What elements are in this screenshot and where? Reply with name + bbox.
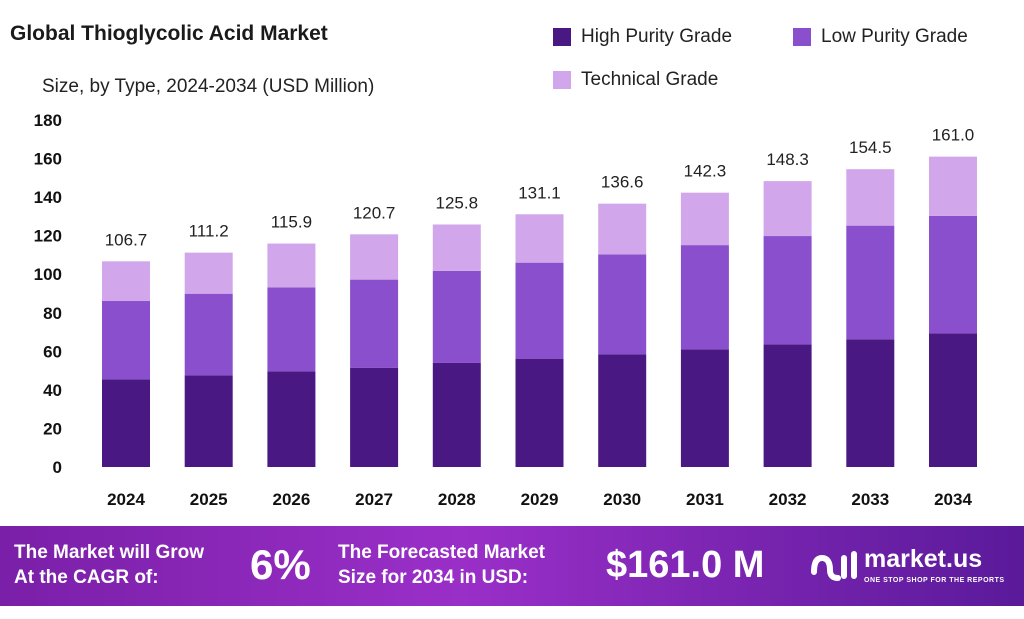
forecast-label-line1: The Forecasted Market <box>338 542 545 563</box>
cagr-value: 6% <box>250 541 311 588</box>
bar-segment-low-purity-grade <box>267 287 316 372</box>
bar-segment-high-purity-grade <box>763 344 812 467</box>
data-label-total: 148.3 <box>766 150 809 169</box>
bar-segment-technical-grade <box>515 214 564 263</box>
x-tick-label: 2025 <box>190 490 228 509</box>
bar-segment-technical-grade <box>102 261 150 302</box>
data-label-total: 142.3 <box>684 162 727 181</box>
x-tick-label: 2032 <box>769 490 807 509</box>
legend-swatch <box>553 28 571 46</box>
bar-segment-high-purity-grade <box>515 358 564 467</box>
legend-swatch <box>793 28 811 46</box>
forecast-label-line2: Size for 2034 in USD: <box>338 567 529 588</box>
y-tick-label: 120 <box>34 227 62 246</box>
legend-label: Technical Grade <box>581 69 719 90</box>
bar-segment-technical-grade <box>267 243 316 288</box>
bar-segment-high-purity-grade <box>350 367 399 467</box>
bar-segment-technical-grade <box>350 234 399 280</box>
bar-segment-low-purity-grade <box>763 236 812 345</box>
bar-segment-high-purity-grade <box>680 349 729 467</box>
legend-item-high-purity: High Purity Grade <box>553 26 732 48</box>
bar-segment-low-purity-grade <box>598 254 647 355</box>
y-tick-label: 140 <box>34 188 62 207</box>
y-tick-label: 180 <box>34 111 62 130</box>
data-label-total: 131.1 <box>518 183 561 202</box>
x-tick-label: 2027 <box>355 490 393 509</box>
data-label-total: 115.9 <box>271 213 312 232</box>
data-label-total: 161.0 <box>932 126 975 145</box>
brand-logo: market.us ONE STOP SHOP FOR THE REPORTS <box>810 544 1005 585</box>
y-tick-label: 80 <box>43 304 62 323</box>
bar-segment-high-purity-grade <box>598 354 647 467</box>
data-label-total: 120.7 <box>353 203 396 222</box>
bar-segment-technical-grade <box>184 252 233 294</box>
bar-segment-high-purity-grade <box>432 362 481 467</box>
bar-segment-high-purity-grade <box>267 371 316 467</box>
bar-segment-technical-grade <box>598 203 647 255</box>
x-tick-label: 2029 <box>521 490 559 509</box>
legend-swatch <box>553 71 571 89</box>
legend-label: Low Purity Grade <box>821 26 968 47</box>
data-label-total: 154.5 <box>849 138 892 157</box>
bar-segment-low-purity-grade <box>102 301 150 380</box>
x-tick-label: 2028 <box>438 490 476 509</box>
bar-segment-technical-grade <box>846 169 895 226</box>
y-tick-label: 100 <box>34 265 62 284</box>
bar-segment-technical-grade <box>432 224 481 271</box>
bar-segment-high-purity-grade <box>102 379 150 467</box>
bar-segment-high-purity-grade <box>929 333 977 467</box>
bar-segment-high-purity-grade <box>846 339 895 467</box>
data-label-total: 125.8 <box>436 193 479 212</box>
bar-segment-low-purity-grade <box>184 293 233 376</box>
stacked-bar-chart: 0 20 40 60 80 100 120 140 160 180 106.7 2024 111.2 20… <box>34 111 977 509</box>
bar-segment-low-purity-grade <box>846 225 895 340</box>
footer-banner: The Market will Grow At the CAGR of: 6% … <box>0 526 1024 606</box>
chart-subtitle: Size, by Type, 2024-2034 (USD Million) <box>42 76 375 97</box>
cagr-label-line1: The Market will Grow <box>14 542 205 563</box>
bar-segment-technical-grade <box>763 181 812 237</box>
cagr-label-line2: At the CAGR of: <box>14 567 159 588</box>
bar-segment-low-purity-grade <box>929 215 977 334</box>
x-tick-label: 2031 <box>686 490 724 509</box>
x-tick-label: 2026 <box>272 490 310 509</box>
bar-segment-low-purity-grade <box>680 245 729 350</box>
x-tick-label: 2033 <box>851 490 889 509</box>
y-tick-label: 0 <box>53 458 62 477</box>
y-tick-label: 40 <box>43 381 62 400</box>
x-tick-label: 2034 <box>934 490 972 509</box>
legend-label: High Purity Grade <box>581 26 733 47</box>
data-label-total: 136.6 <box>601 173 644 192</box>
x-tick-label: 2024 <box>107 490 145 509</box>
bar-segment-low-purity-grade <box>350 279 399 368</box>
bar-segment-technical-grade <box>680 192 729 246</box>
x-tick-label: 2030 <box>603 490 641 509</box>
chart-title: Global Thioglycolic Acid Market <box>10 22 328 45</box>
forecast-value: $161.0 M <box>606 544 765 586</box>
bar-segment-high-purity-grade <box>184 375 233 467</box>
y-tick-label: 60 <box>43 342 62 361</box>
brand-tagline: ONE STOP SHOP FOR THE REPORTS <box>864 577 1005 584</box>
legend-item-technical: Technical Grade <box>553 69 718 91</box>
legend-item-low-purity: Low Purity Grade <box>793 26 968 48</box>
data-label-total: 111.2 <box>189 222 229 241</box>
bar-segment-low-purity-grade <box>432 270 481 363</box>
bar-segment-technical-grade <box>929 156 977 216</box>
market-us-logo-icon <box>811 550 857 581</box>
brand-name: market.us <box>864 545 983 573</box>
data-label-total: 106.7 <box>105 230 148 249</box>
y-tick-label: 160 <box>34 150 62 169</box>
bar-segment-low-purity-grade <box>515 262 564 359</box>
y-tick-label: 20 <box>43 419 62 438</box>
